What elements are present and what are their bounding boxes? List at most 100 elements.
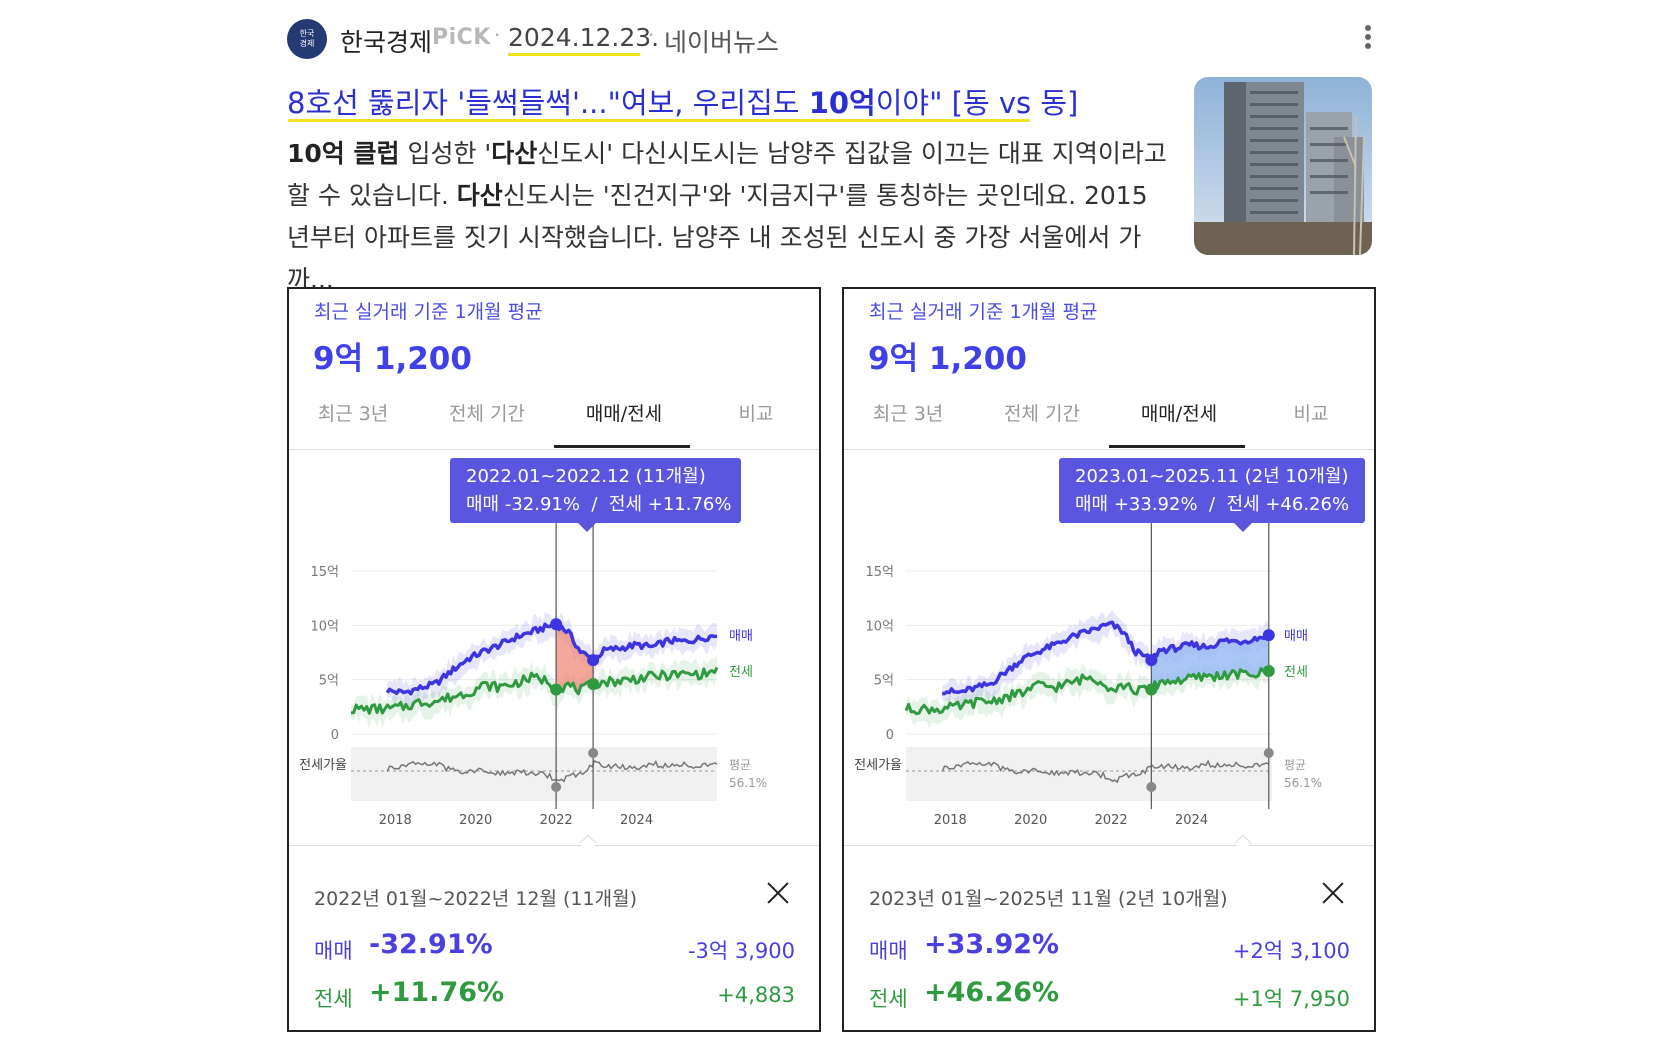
y-tick-label: 5억	[874, 674, 894, 689]
tooltip-change: 매매 -32.91% / 전세 +11.76%	[466, 494, 732, 515]
price-chart-card: 최근 실거래 기준 1개월 평균 9억 1,200 최근 3년 전체 기간 매매…	[842, 287, 1376, 1032]
divider	[289, 449, 819, 450]
tab-recent-3y[interactable]: 최근 3년	[317, 403, 389, 425]
x-tick-label: 2018	[379, 813, 412, 828]
ratio-line	[941, 759, 1270, 784]
divider	[289, 845, 819, 846]
tooltip-period: 2022.01~2022.12 (11개월)	[466, 466, 706, 487]
y-tick-label: 15억	[865, 565, 894, 580]
tab-all-period[interactable]: 전체 기간	[1004, 403, 1080, 425]
series-label-sale: 매매	[729, 629, 753, 644]
jeonse-change-pct: +46.26%	[924, 977, 1060, 1008]
jeonse-point	[550, 683, 563, 696]
jeonse-range-band	[351, 655, 717, 729]
date-highlight	[508, 53, 640, 56]
avg-price-label: 최근 실거래 기준 1개월 평균	[314, 301, 543, 323]
jeonse-line	[350, 666, 719, 715]
separator-dot: ·	[648, 23, 655, 47]
avg-label: 평균	[729, 758, 751, 772]
snippet-bold: 10억 클럽	[287, 139, 400, 168]
x-tick-label: 2024	[1175, 813, 1208, 828]
tab-compare[interactable]: 비교	[1293, 403, 1329, 425]
sale-label: 매매	[869, 939, 908, 963]
y-tick-label: 5억	[319, 674, 339, 689]
snippet-bold: 다산	[491, 139, 538, 168]
more-dot-icon	[1365, 25, 1371, 31]
snippet-text: 신도시' 다신시도시는 남양주 집값을 이끄는 대표 지역이라고 할 수 있습니…	[287, 139, 1167, 210]
jeonse-point	[1145, 683, 1158, 696]
y-tick-label: 0	[886, 728, 894, 743]
sale-point	[1262, 629, 1275, 642]
avg-price-label: 최근 실거래 기준 1개월 평균	[869, 301, 1098, 323]
ratio-point	[1263, 748, 1274, 758]
x-tick-label: 2022	[540, 813, 573, 828]
jeonse-label: 전세	[869, 987, 908, 1011]
sale-change-amount: -3억 3,900	[687, 939, 795, 963]
avg-price-value: 9억 1,200	[313, 341, 472, 377]
more-dot-icon	[1365, 43, 1371, 49]
price-chart-card: 최근 실거래 기준 1개월 평균 9억 1,200 최근 3년 전체 기간 매매…	[287, 287, 821, 1032]
sale-label: 매매	[314, 939, 353, 963]
publish-date: 2024.12.23.	[508, 23, 660, 52]
ratio-line	[386, 759, 718, 783]
series-label-jeonse: 전세	[1284, 665, 1308, 680]
tab-all-period[interactable]: 전체 기간	[449, 403, 525, 425]
more-dot-icon	[1365, 34, 1371, 40]
x-tick-label: 2020	[1014, 813, 1047, 828]
avg-price-value: 9억 1,200	[868, 341, 1027, 377]
avg-label: 평균	[1284, 758, 1306, 772]
divider	[844, 845, 1374, 846]
apartment-image	[1194, 77, 1372, 255]
series-label-jeonse: 전세	[729, 665, 753, 680]
period-tabs: 최근 3년 전체 기간 매매/전세 비교	[844, 399, 1374, 439]
sale-change-amount: +2억 3,100	[1232, 939, 1350, 963]
y-tick-label: 10억	[310, 619, 339, 634]
active-tab-indicator	[1109, 445, 1245, 448]
x-tick-label: 2022	[1095, 813, 1128, 828]
x-tick-label: 2020	[459, 813, 492, 828]
press-logo[interactable]: 한국 경제	[287, 19, 327, 59]
sale-range-band	[387, 611, 717, 709]
news-header: 한국 경제 한국경제 PiCK · 2024.12.23. · 네이버뉴스	[287, 18, 1380, 60]
jeonse-label: 전세	[314, 987, 353, 1011]
news-source[interactable]: 네이버뉴스	[664, 28, 780, 57]
ratio-point	[588, 748, 599, 758]
jeonse-point	[1262, 664, 1275, 677]
divider	[844, 449, 1374, 450]
sale-point	[587, 654, 600, 667]
jeonse-change-amount: +4,883	[717, 983, 795, 1007]
period-tooltip: 2023.01~2025.11 (2년 10개월) 매매 +33.92% / 전…	[1059, 458, 1365, 532]
tooltip-period: 2023.01~2025.11 (2년 10개월)	[1075, 466, 1349, 487]
y-tick-label: 10억	[865, 619, 894, 634]
jeonse-line	[904, 667, 1271, 716]
press-name[interactable]: 한국경제	[340, 28, 433, 57]
avg-value: 56.1%	[1284, 776, 1322, 790]
headline-text: 8호선 뚫리자 '들썩들썩'..."여보, 우리집도	[287, 86, 809, 120]
tab-sale-jeonse[interactable]: 매매/전세	[585, 403, 663, 425]
close-icon[interactable]	[1317, 877, 1349, 909]
snippet-text: 입성한 '	[399, 139, 492, 168]
tooltip-change: 매매 +33.92% / 전세 +46.26%	[1075, 494, 1350, 515]
headline-highlight	[288, 119, 1030, 122]
sale-change-pct: +33.92%	[924, 929, 1060, 960]
tab-sale-jeonse[interactable]: 매매/전세	[1140, 403, 1218, 425]
tab-recent-3y[interactable]: 최근 3년	[872, 403, 944, 425]
article-headline-link[interactable]: 8호선 뚫리자 '들썩들썩'..."여보, 우리집도 10억이야" [동 vs …	[287, 80, 1078, 122]
ratio-point	[1146, 782, 1157, 792]
x-tick-label: 2018	[934, 813, 967, 828]
period-tabs: 최근 3년 전체 기간 매매/전세 비교	[289, 399, 819, 439]
x-tick-label: 2024	[620, 813, 653, 828]
sale-change-pct: -32.91%	[369, 929, 493, 960]
jeonse-change-pct: +11.76%	[369, 977, 505, 1008]
pick-badge: PiCK	[432, 25, 491, 50]
sale-point	[1145, 654, 1158, 667]
close-icon[interactable]	[762, 877, 794, 909]
y-tick-label: 15억	[310, 565, 339, 580]
article-thumbnail[interactable]	[1194, 77, 1372, 255]
jeonse-point	[587, 678, 600, 691]
more-options-button[interactable]	[1358, 22, 1378, 54]
tab-compare[interactable]: 비교	[738, 403, 774, 425]
ratio-label: 전세가율	[299, 758, 347, 773]
